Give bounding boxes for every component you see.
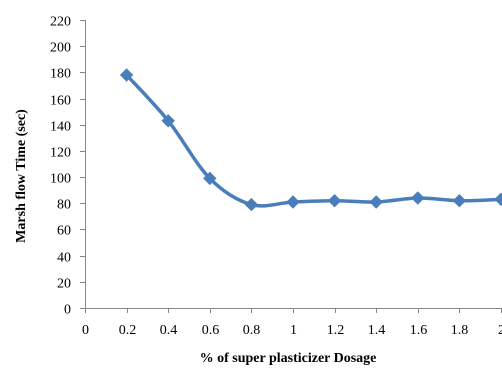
data-point-marker: [286, 195, 300, 209]
data-point-marker: [452, 193, 467, 208]
x-tick-label: 0.4: [160, 323, 178, 338]
x-axis-ticks: 0 0.2 0.4 0.6 0.8 1 1.2 1.4 1.6 1.8 2: [82, 308, 502, 338]
y-tick-label: 0: [64, 303, 71, 318]
data-point-marker: [119, 68, 134, 82]
y-tick-label: 100: [50, 172, 71, 187]
data-point-marker: [203, 171, 217, 186]
x-tick-label: 2: [498, 323, 502, 338]
data-point-marker: [244, 197, 259, 212]
y-tick-label: 140: [50, 120, 71, 135]
data-point-marker: [411, 191, 425, 205]
x-tick-label: 0.6: [202, 323, 220, 338]
x-axis-title: % of super plasticizer Dosage: [200, 351, 377, 366]
y-tick-label: 220: [50, 15, 71, 30]
y-tick-label: 60: [57, 224, 71, 239]
y-axis-title: Marsh flow Time (sec): [14, 109, 29, 243]
x-tick-label: 1.2: [327, 323, 345, 338]
x-tick-label: 1: [290, 323, 297, 338]
y-tick-label: 160: [50, 94, 71, 109]
x-tick-label: 1.6: [410, 323, 428, 338]
y-tick-label: 120: [50, 146, 71, 161]
x-tick-label: 1.8: [451, 323, 469, 338]
y-tick-label: 200: [50, 41, 71, 56]
x-tick-label: 0.2: [119, 323, 137, 338]
y-axis-ticks: 0 20 40 60 80 100 120 140 160 180 200 220: [50, 15, 85, 318]
series-group: [119, 68, 502, 212]
data-point-marker: [327, 193, 342, 208]
x-tick-label: 0: [82, 323, 89, 338]
x-tick-label: 1.4: [368, 323, 386, 338]
y-axis: 0 20 40 60 80 100 120 140 160 180 200 220: [50, 15, 86, 318]
y-tick-label: 20: [57, 277, 71, 292]
y-tick-label: 180: [50, 67, 71, 82]
series-line: [124, 73, 502, 208]
x-tick-label: 0.8: [243, 323, 261, 338]
data-point-marker: [369, 195, 383, 209]
x-axis: 0 0.2 0.4 0.6 0.8 1 1.2 1.4 1.6 1.8 2: [82, 308, 502, 338]
y-tick-label: 80: [57, 198, 71, 213]
data-point-marker: [161, 114, 175, 128]
y-tick-label: 40: [57, 251, 71, 266]
data-point-marker: [494, 192, 502, 207]
